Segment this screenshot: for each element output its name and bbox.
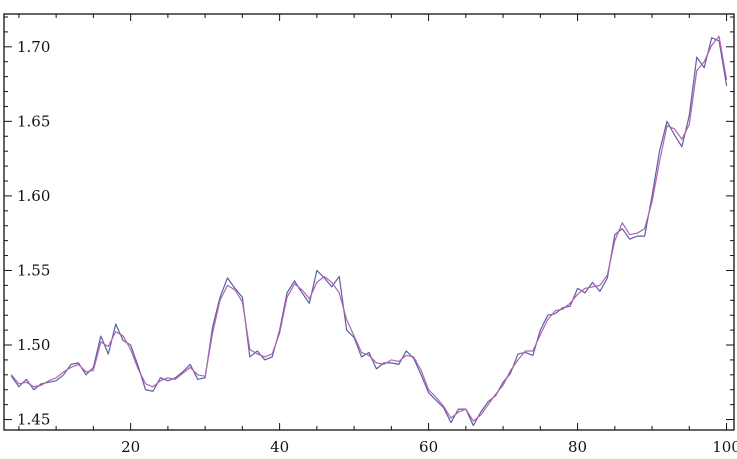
y-tick-label: 1.50 <box>17 336 50 354</box>
series-line-2 <box>10 35 728 422</box>
x-axis: 20 40 60 80 100 <box>18 14 737 456</box>
x-tick-label: 60 <box>419 438 438 456</box>
plot-frame <box>3 13 735 431</box>
x-tick-label: 40 <box>270 438 289 456</box>
y-tick-label: 1.55 <box>17 261 50 279</box>
y-tick-label: 1.65 <box>17 112 50 130</box>
series-line-1 <box>10 37 728 427</box>
x-tick-label: 80 <box>568 438 587 456</box>
y-tick-label: 1.45 <box>17 411 50 429</box>
y-tick-label: 1.60 <box>17 187 50 205</box>
y-tick-label: 1.70 <box>17 38 50 56</box>
x-tick-label: 100 <box>712 438 737 456</box>
series-group <box>10 35 728 427</box>
x-tick-label: 20 <box>121 438 140 456</box>
y-axis: 1.45 1.50 1.55 1.60 1.65 1.70 <box>4 16 734 429</box>
